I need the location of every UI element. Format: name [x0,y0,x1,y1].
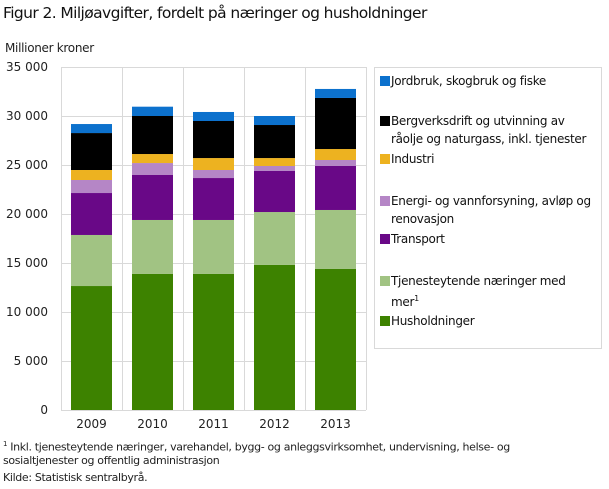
bar-segment [132,154,173,164]
footnote-mark: 1 [3,440,8,448]
bar-segment [254,264,295,410]
bar-segment [193,219,234,274]
bar-segment [71,124,112,134]
legend-item: Industri [380,150,596,168]
bar-segment [71,234,112,287]
bar-stack-2010 [132,106,173,410]
bar-segment [132,116,173,155]
bar-segment [193,158,234,170]
bar-stack-2011 [193,111,234,410]
y-axis-ticks: 0 5 000 10 000 15 000 20 000 25 000 30 000 35 0… [6,60,48,417]
bars [71,88,356,410]
bar-segment [193,111,234,121]
y-tick-label: 30 000 [6,109,48,123]
bar-segment [315,149,356,161]
footnote-line-1: 1 Inkl. tjenesteytende næringer, varehan… [3,437,510,455]
legend-footnote-mark: 1 [414,294,419,303]
bar-segment [193,120,234,159]
legend-swatch [380,76,390,86]
y-tick-label: 20 000 [6,207,48,221]
legend-item: Tjenesteytende næringer med mer1 [380,272,596,311]
bar-segment [132,174,173,220]
y-axis-unit-label: Millioner kroner [5,41,94,55]
bar-segment [132,163,173,175]
bar-segment [132,219,173,274]
bar-segment [254,158,295,166]
bar-segment [254,125,295,159]
y-tick-label: 10 000 [6,305,48,319]
bar-segment [315,97,356,150]
bar-segment [315,160,356,166]
footnote-line-2: sosialtjenester og offentlig administras… [3,454,220,467]
bar-segment [71,133,112,170]
legend-label: Jordbruk, skogbruk og fiske [391,74,546,88]
bar-segment [132,273,173,410]
x-tick-label: 2011 [198,417,229,431]
bar-segment [254,170,295,213]
bar-segment [254,116,295,126]
bar-stack-2009 [71,124,112,410]
legend-item: Jordbruk, skogbruk og fiske [380,72,596,90]
y-tick-label: 25 000 [6,158,48,172]
bar-stack-2012 [254,116,295,410]
figure-title: Figur 2. Miljøavgifter, fordelt på nærin… [3,4,427,22]
x-tick-label: 2012 [259,417,290,431]
source-note: Kilde: Statistisk sentralbyrå. [3,471,148,484]
bar-segment [193,178,234,220]
legend-item: Transport [380,230,596,248]
bar-segment [71,286,112,410]
legend-item: Energi- og vannforsyning, avløp og renov… [380,192,596,228]
x-tick-label: 2010 [137,417,168,431]
legend-swatch [380,116,390,126]
bar-stack-2013 [315,88,356,410]
legend-label: Husholdninger [391,314,475,328]
legend-label: Transport [391,232,445,246]
bar-segment [315,88,356,98]
bar-segment [315,209,356,269]
legend-label: Industri [391,152,435,166]
bar-segment [132,106,173,116]
bar-segment [254,165,295,171]
x-axis-ticks: 2009 2010 2011 2012 2013 [76,417,351,431]
bar-segment [315,165,356,210]
legend-label: Tjenesteytende næringer med mer1 [391,274,566,309]
legend-swatch [380,196,390,206]
legend-swatch [380,154,390,164]
y-tick-label: 5 000 [14,354,48,368]
bar-segment [71,179,112,194]
legend-swatch [380,234,390,244]
bar-segment [71,193,112,235]
legend-item: Husholdninger [380,312,596,330]
legend: Jordbruk, skogbruk og fiske Bergverksdrif… [374,67,602,349]
legend-swatch [380,316,390,326]
x-tick-label: 2009 [76,417,107,431]
legend-label: Bergverksdrift og utvinning av råolje og… [391,114,587,146]
bar-segment [71,169,112,180]
bar-segment [315,268,356,410]
y-tick-label: 15 000 [6,256,48,270]
bar-segment [193,273,234,410]
legend-swatch [380,276,390,286]
bar-segment [254,212,295,265]
legend-item: Bergverksdrift og utvinning av råolje og… [380,112,596,148]
legend-label: Energi- og vannforsyning, avløp og renov… [391,194,591,226]
y-tick-label: 35 000 [6,60,48,74]
x-tick-label: 2013 [320,417,351,431]
bar-segment [193,169,234,179]
y-tick-label: 0 [40,403,48,417]
footnote-text-1: Inkl. tjenesteytende næringer, varehande… [7,440,510,454]
